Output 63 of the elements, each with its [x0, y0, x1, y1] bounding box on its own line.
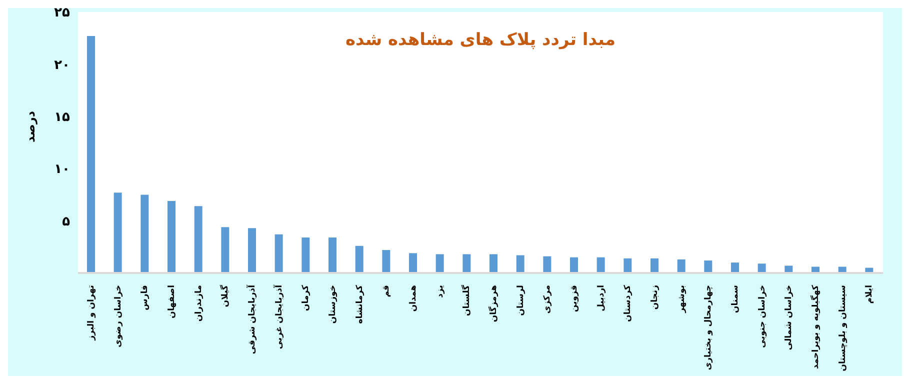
bar: [570, 257, 578, 273]
y-tick-label: ۵: [62, 214, 70, 230]
x-tick-label: آذربایجان غربی: [272, 284, 284, 350]
x-tick-label: کردستان: [623, 284, 634, 322]
bar: [462, 254, 471, 273]
bar: [221, 227, 230, 273]
bar: [168, 200, 176, 273]
y-axis-title: درصد: [23, 110, 38, 142]
bar: [490, 254, 498, 273]
y-tick-label: ۱۵: [54, 110, 70, 126]
x-tick-label: سمنان: [730, 285, 740, 313]
x-tick-label: زنجان: [650, 284, 660, 310]
bar: [758, 264, 766, 273]
y-tick-label: ۲۵: [54, 6, 70, 21]
bar: [543, 256, 552, 273]
bar: [328, 238, 336, 273]
bar: [355, 246, 364, 273]
x-tick-label: همدان: [408, 284, 418, 312]
bar: [596, 257, 605, 273]
x-tick-label: آذربایجان شرقی: [245, 284, 258, 354]
x-tick-label: خراسان شمالی: [784, 285, 794, 350]
bar: [731, 262, 739, 273]
x-tick-label: لرستان: [516, 285, 526, 316]
bar: [677, 259, 686, 273]
x-tick-label: خوزستان: [328, 285, 338, 324]
bar: [382, 250, 390, 273]
x-tick-label: کرمان: [301, 284, 312, 311]
x-tick-label: چهارمحال و بختیاری: [704, 285, 714, 370]
text: مبدا تردد پلاک های مشاهده شده: [344, 30, 616, 50]
bar: [302, 238, 310, 273]
x-tick-label: کرمانشاه: [354, 284, 365, 324]
y-tick-label: ۱۰: [54, 162, 70, 178]
x-tick-label: اردبیل: [596, 284, 606, 312]
x-tick-label: گلستان: [461, 284, 472, 316]
y-tick-label: ۲۰: [54, 58, 70, 73]
bar: [87, 36, 95, 273]
bar: [409, 253, 417, 273]
x-tick-label: بوشهر: [676, 285, 687, 314]
x-tick-label: قزوین: [569, 285, 580, 312]
x-tick-label: مازندران: [194, 285, 204, 322]
bar: [516, 255, 524, 273]
x-tick-label: خراسان رضوی: [113, 285, 124, 348]
x-tick-label: کهگیلویه و بویراحمد: [810, 284, 821, 369]
x-tick-label: خراسان جنوبی: [757, 285, 768, 348]
bar: [436, 254, 444, 273]
bar: [704, 260, 712, 273]
x-tick-label: سیستان و بلوچستان: [838, 285, 848, 372]
x-tick-label: گیلان: [220, 284, 231, 308]
x-tick-label: مرکزی: [542, 285, 553, 314]
x-tick-label: تهران و البرز: [86, 285, 96, 342]
bar: [248, 228, 256, 273]
x-tick-label: قم: [382, 285, 392, 298]
bar: [194, 206, 202, 273]
bar: [624, 258, 632, 273]
x-tick-label: ایلام: [864, 284, 875, 304]
bar: [114, 192, 122, 273]
x-tick-label: فارس: [140, 285, 150, 310]
x-tick-label: هرمزگان: [488, 284, 499, 322]
x-tick-label: یزد: [435, 285, 446, 298]
bar: [140, 194, 149, 273]
x-tick-label: اصفهان: [166, 284, 177, 318]
bar: [650, 258, 658, 273]
bar: [274, 234, 283, 273]
